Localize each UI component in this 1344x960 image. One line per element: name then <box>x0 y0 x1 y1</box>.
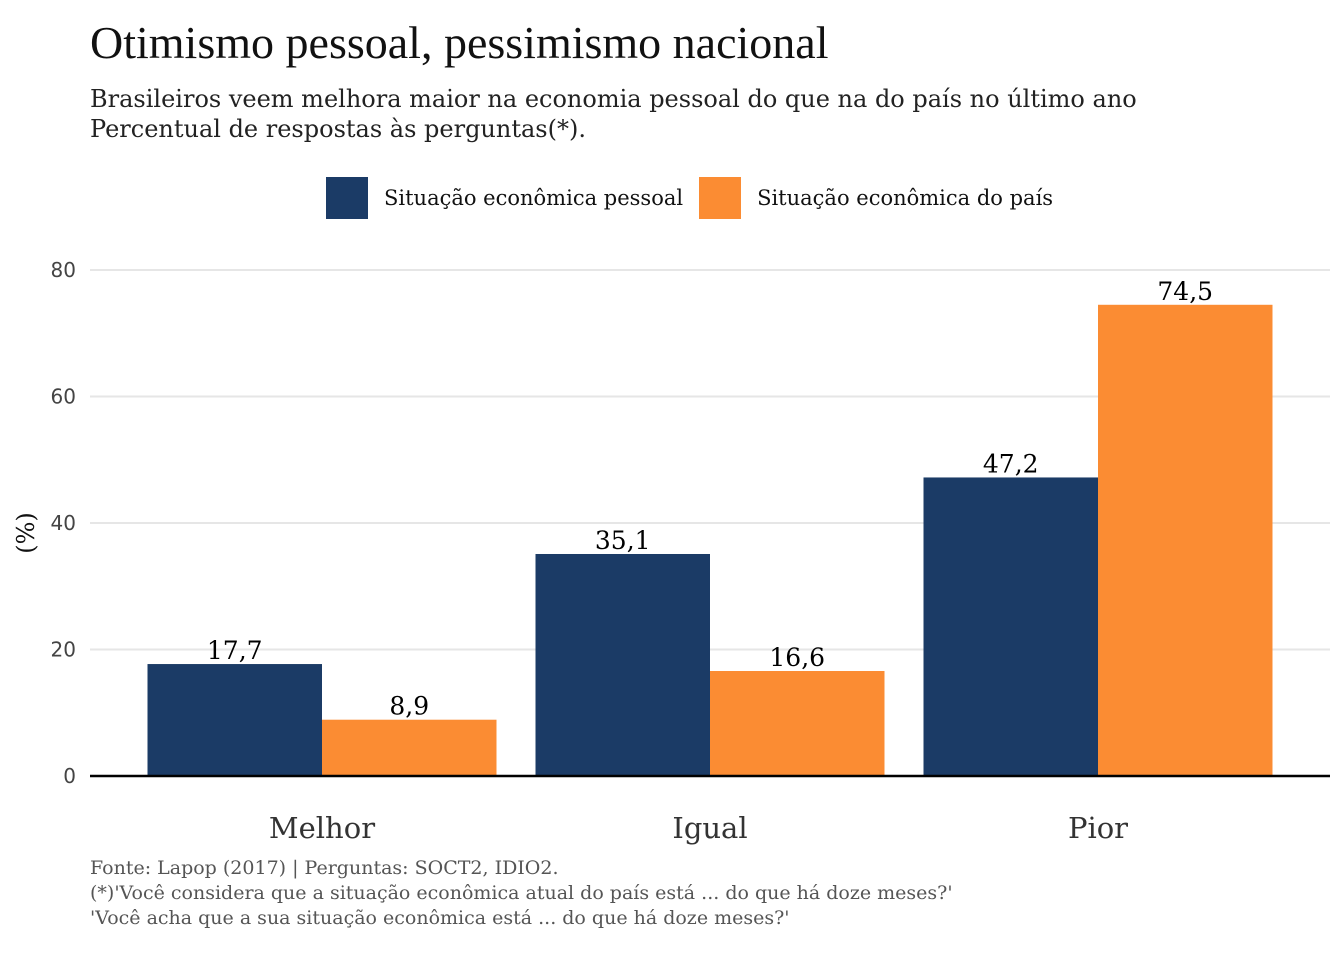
legend-swatch-pais <box>699 177 742 219</box>
legend-item-pessoal: Situação econômica pessoal <box>326 177 683 219</box>
y-tick-label: 80 <box>51 258 76 282</box>
bar-value-label: 35,1 <box>595 526 651 555</box>
y-tick-label: 40 <box>51 511 76 535</box>
bar <box>147 664 322 776</box>
caption-line-2: (*)'Você considera que a situação econôm… <box>90 882 953 904</box>
chart-caption: Fonte: Lapop (2017) | Perguntas: SOCT2, … <box>90 856 953 931</box>
legend-item-pais: Situação econômica do país <box>699 177 1053 219</box>
legend-swatch-pessoal <box>326 177 368 219</box>
y-tick-label: 0 <box>63 764 76 788</box>
chart-legend: Situação econômica pessoal Situação econ… <box>326 176 1069 220</box>
x-category-label: Melhor <box>269 811 375 845</box>
bar-value-label: 47,2 <box>983 449 1039 478</box>
chart-title: Otimismo pessoal, pessimismo nacional <box>90 17 829 68</box>
y-tick-label: 20 <box>51 638 76 662</box>
subtitle-line-2: Percentual de respostas às perguntas(*). <box>90 115 586 143</box>
y-axis-title: (%) <box>12 512 40 554</box>
bar <box>923 477 1098 776</box>
y-tick-label: 60 <box>51 385 76 409</box>
caption-line-1: Fonte: Lapop (2017) | Perguntas: SOCT2, … <box>90 857 559 879</box>
bar-value-label: 8,9 <box>389 692 429 721</box>
x-category-label: Pior <box>1068 811 1128 845</box>
subtitle-line-1: Brasileiros veem melhora maior na econom… <box>90 85 1137 113</box>
x-category-label: Igual <box>672 811 747 845</box>
bar <box>535 553 710 776</box>
caption-line-3: 'Você acha que a sua situação econômica … <box>90 907 790 929</box>
bar-value-label: 74,5 <box>1157 277 1213 306</box>
legend-label-pessoal: Situação econômica pessoal <box>384 186 684 210</box>
chart-subtitle: Brasileiros veem melhora maior na econom… <box>90 84 1137 144</box>
bar <box>710 671 885 776</box>
bar-value-label: 17,7 <box>207 636 263 665</box>
bar <box>322 719 497 776</box>
bar <box>1098 304 1273 776</box>
bar-value-label: 16,6 <box>769 643 825 672</box>
legend-label-pais: Situação econômica do país <box>757 186 1054 210</box>
